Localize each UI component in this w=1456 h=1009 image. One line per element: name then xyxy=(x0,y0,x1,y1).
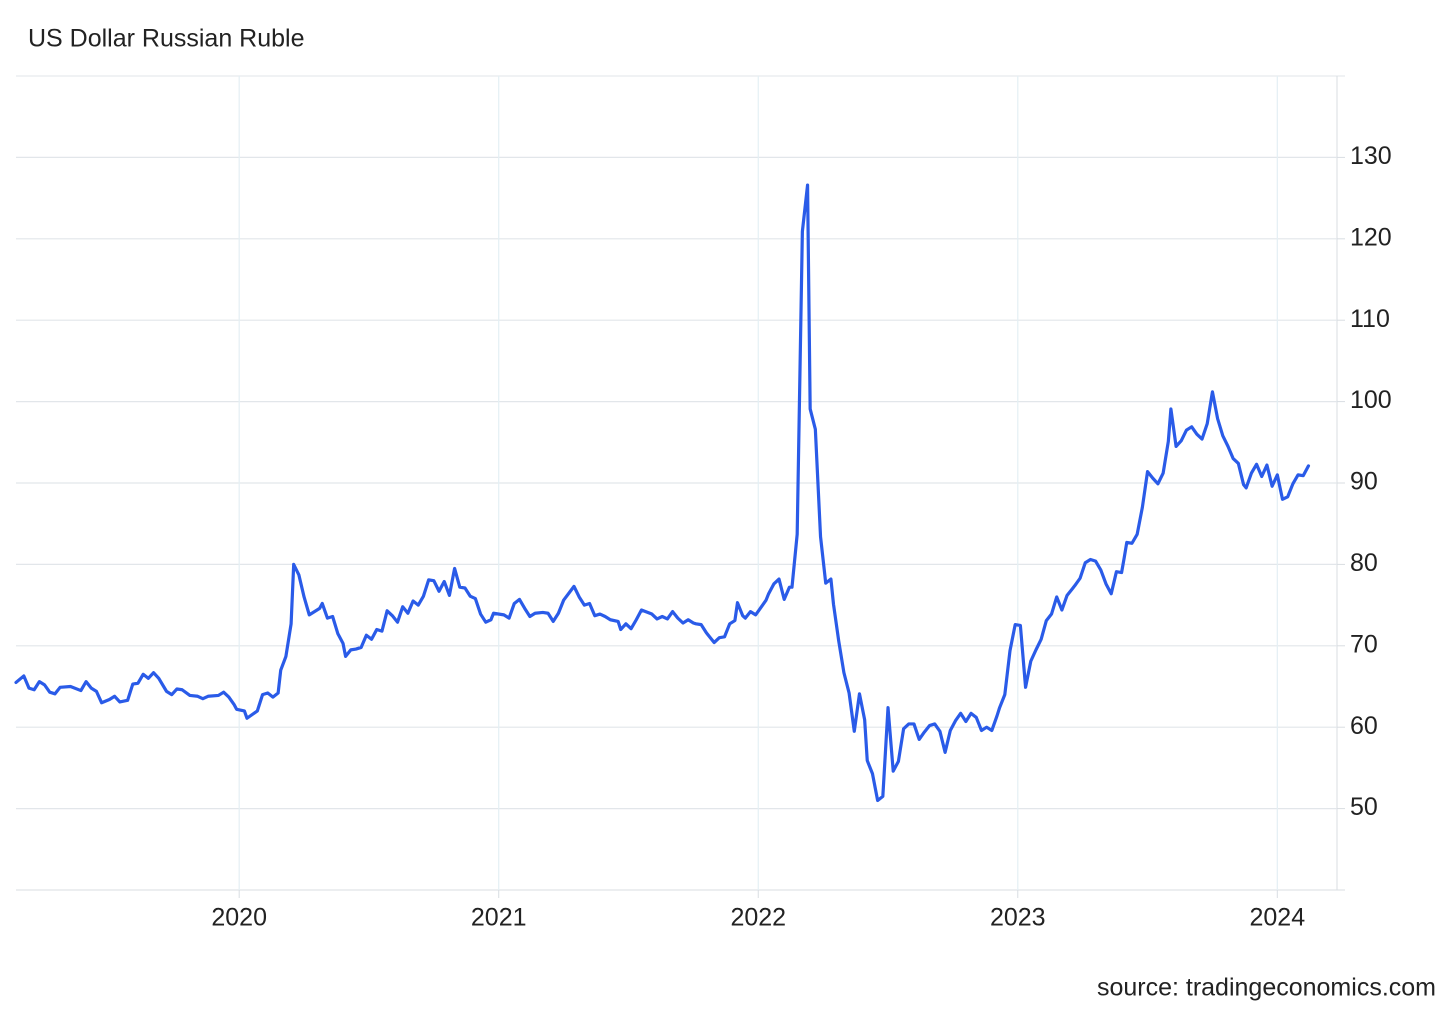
y-tick-label: 80 xyxy=(1350,549,1378,577)
y-tick-label: 130 xyxy=(1350,142,1392,170)
y-tick-label: 100 xyxy=(1350,386,1392,414)
y-tick-label: 60 xyxy=(1350,712,1378,740)
x-tick-label: 2020 xyxy=(211,904,267,932)
chart-title: US Dollar Russian Ruble xyxy=(28,25,305,53)
y-tick-label: 110 xyxy=(1350,305,1390,333)
x-tick-label: 2023 xyxy=(990,904,1046,932)
x-tick-label: 2022 xyxy=(730,904,786,932)
y-tick-label: 120 xyxy=(1350,223,1392,251)
source-note: source: tradingeconomics.com xyxy=(1097,974,1436,1002)
price-line xyxy=(14,183,1311,803)
y-tick-label: 50 xyxy=(1350,793,1378,821)
x-tick-label: 2024 xyxy=(1249,904,1305,932)
x-tick-label: 2021 xyxy=(471,904,527,932)
plot-area: 50 60 70 80 90 100 110 120 130 2020 2021 2022 2023 20… xyxy=(14,75,1392,932)
y-tick-label: 90 xyxy=(1350,468,1378,496)
y-tick-label: 70 xyxy=(1350,630,1378,658)
